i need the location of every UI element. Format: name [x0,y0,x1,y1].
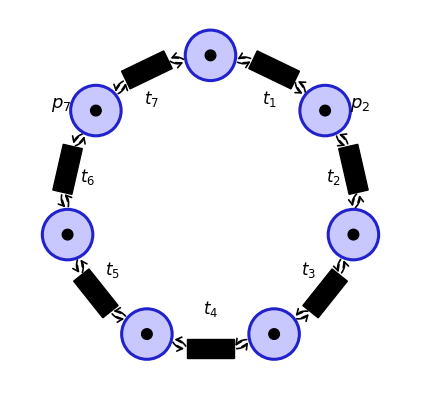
Polygon shape [338,145,368,195]
Circle shape [141,329,152,339]
Circle shape [269,329,280,339]
Polygon shape [53,145,83,195]
Circle shape [122,309,172,360]
Text: $t_3$: $t_3$ [301,260,317,280]
Circle shape [43,210,93,260]
Polygon shape [187,339,234,358]
Circle shape [205,51,216,61]
Circle shape [185,31,236,81]
Circle shape [348,230,359,240]
Text: $p_2$: $p_2$ [349,96,370,114]
Circle shape [249,309,299,360]
Polygon shape [303,269,347,318]
Circle shape [300,86,350,137]
Circle shape [320,106,330,117]
Text: $t_4$: $t_4$ [203,298,218,318]
Text: $t_2$: $t_2$ [325,166,340,186]
Text: $t_7$: $t_7$ [144,88,160,108]
Circle shape [62,230,73,240]
Text: $t_1$: $t_1$ [261,88,277,108]
Polygon shape [249,52,299,90]
Circle shape [91,106,101,117]
Polygon shape [122,52,172,90]
Circle shape [328,210,378,260]
Text: $t_6$: $t_6$ [80,166,96,186]
Text: $p_7$: $p_7$ [51,96,72,114]
Text: $t_5$: $t_5$ [105,260,120,280]
Circle shape [71,86,121,137]
Polygon shape [74,269,118,318]
